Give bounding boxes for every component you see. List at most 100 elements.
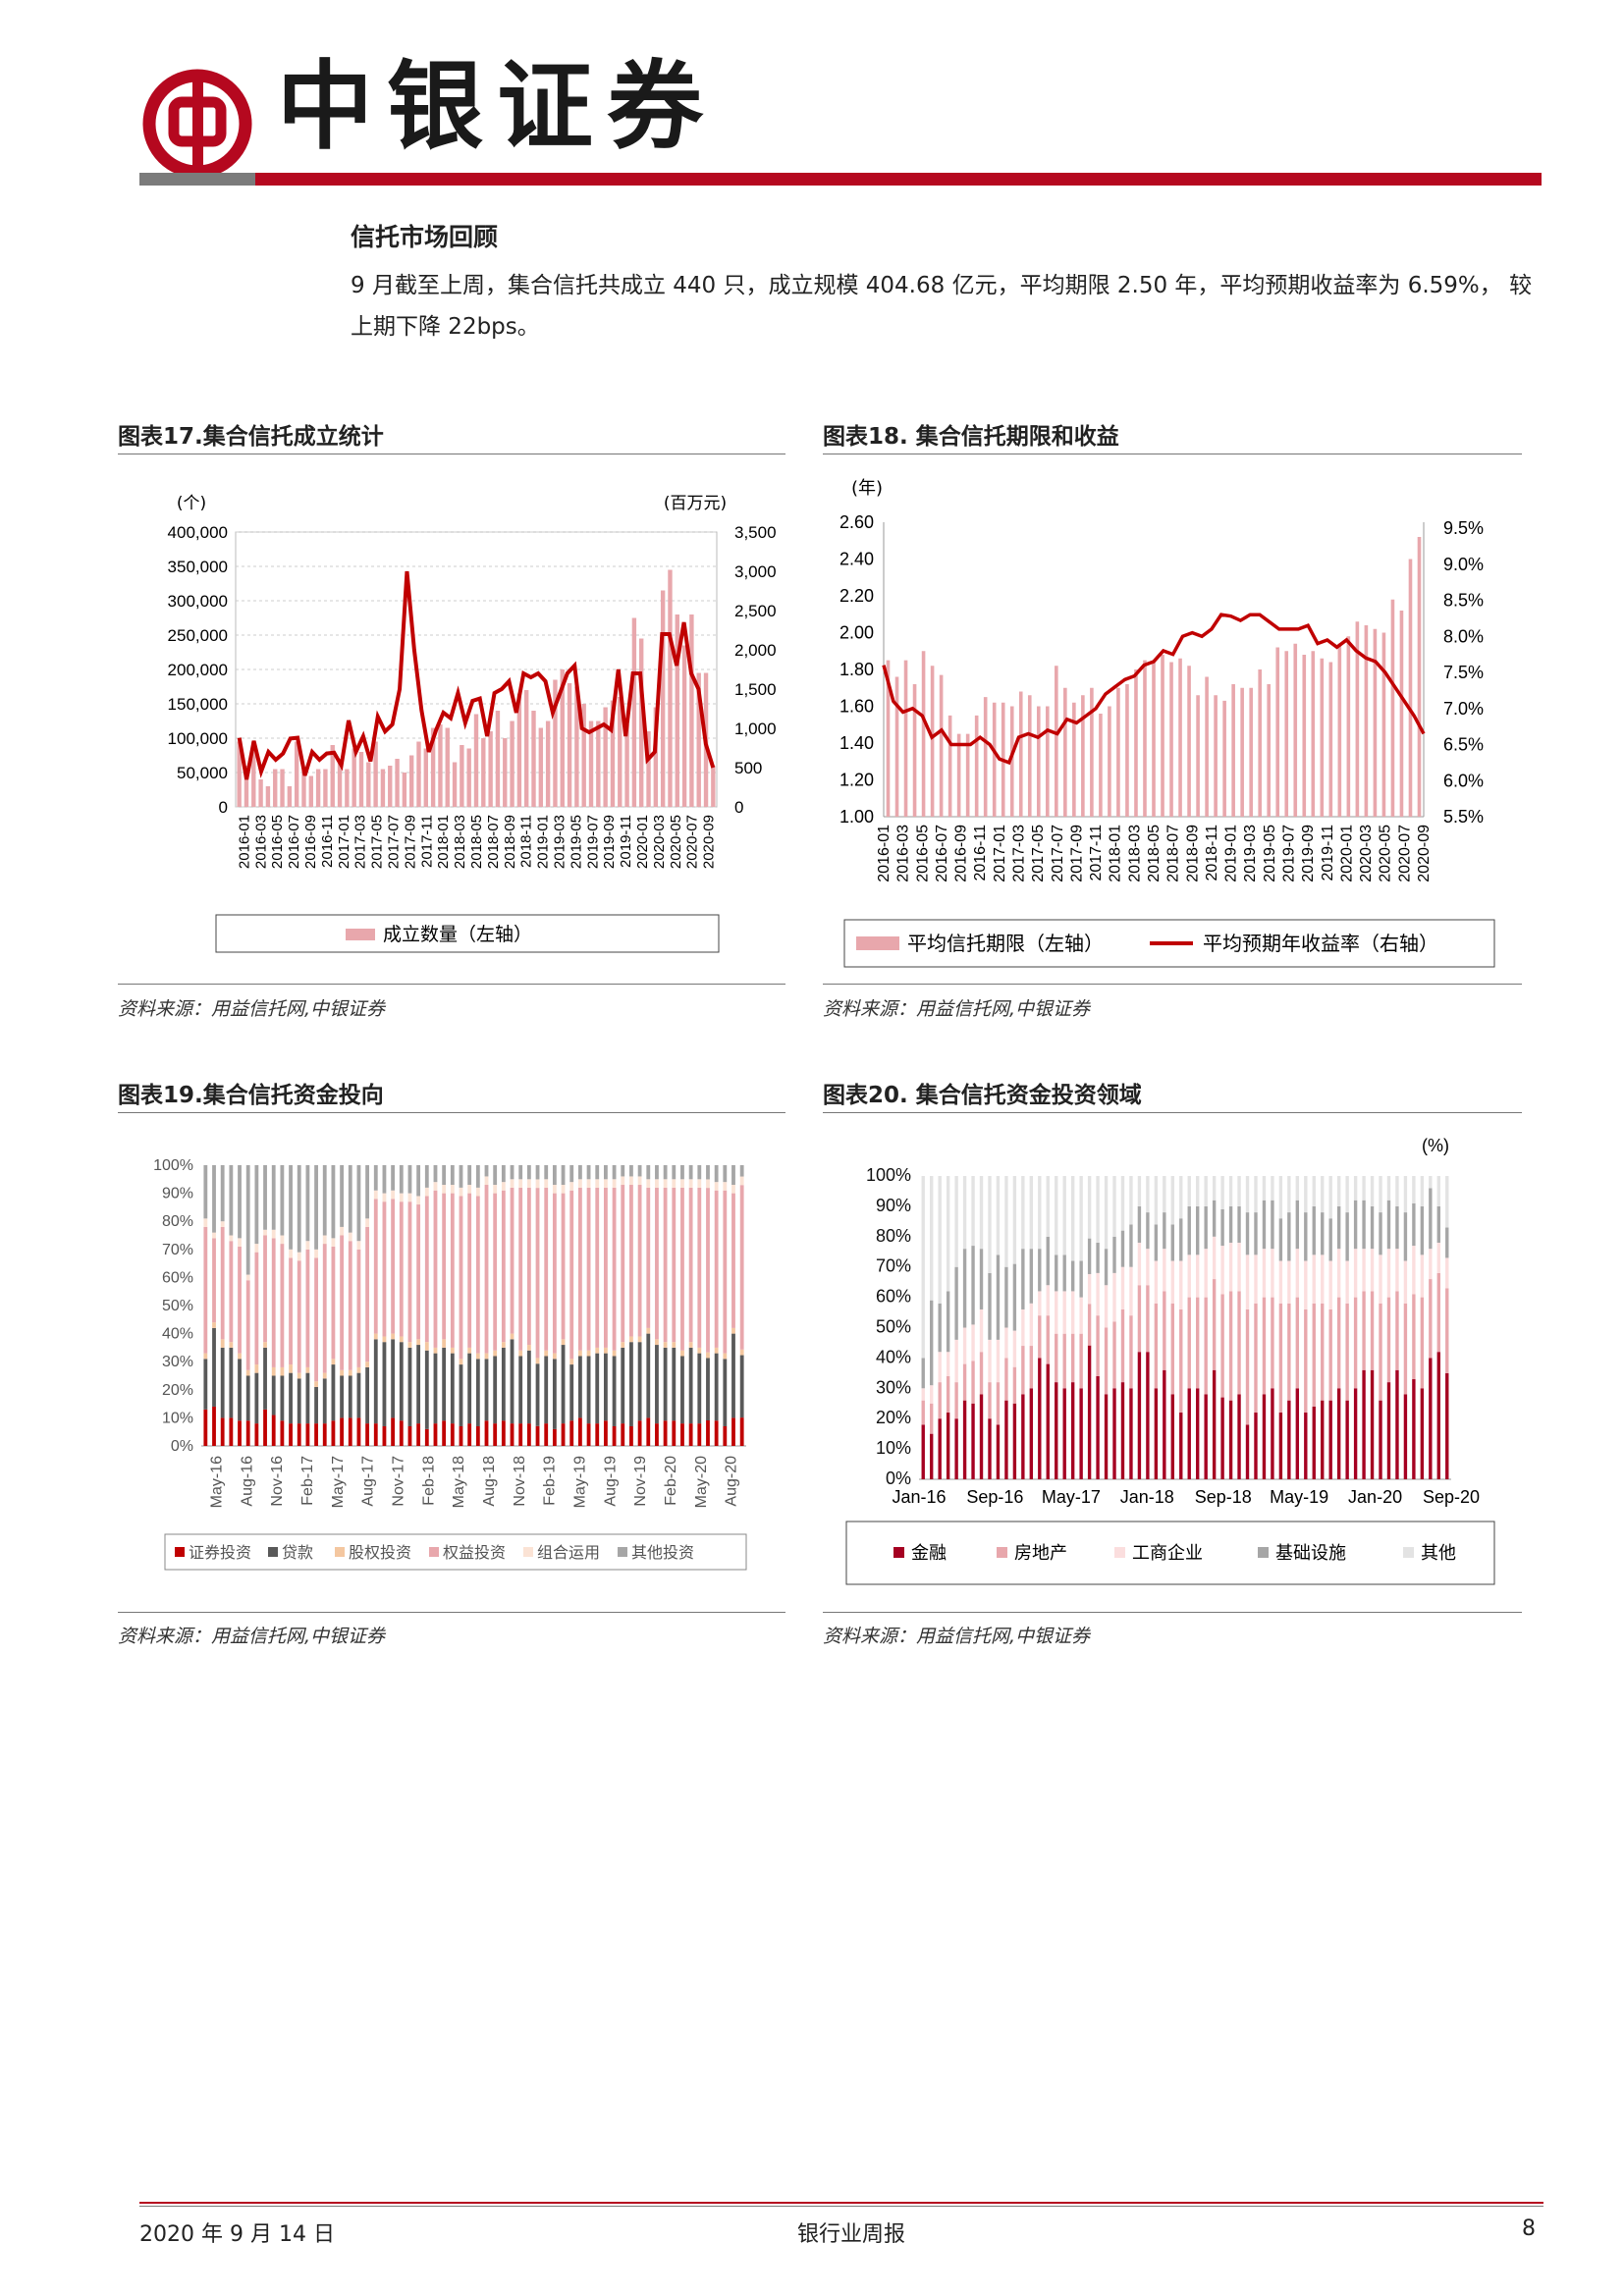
bar-segment [399,1336,404,1343]
bar-segment [271,1366,276,1376]
x-tick-label: 2018-01 [435,815,452,869]
bar-segment [424,1187,429,1197]
bar [574,686,579,807]
bar [1249,687,1253,817]
bar-segment [382,1425,387,1446]
bar-segment [1038,1176,1042,1250]
bar-segment [1262,1297,1267,1395]
left-tick-label: 0 [219,798,228,817]
bar-segment [322,1423,327,1446]
bar-segment [938,1418,942,1479]
bar [445,727,450,807]
right-tick-label: 8.5% [1443,591,1484,611]
bar-segment [305,1241,310,1250]
bar-segment [1271,1249,1274,1298]
bar [646,731,651,807]
bar-segment [1386,1297,1391,1383]
x-tick-label: 2019-05 [1262,825,1278,882]
right-tick-label: 1,500 [734,680,777,699]
bar-segment [416,1196,421,1205]
bar-segment [459,1196,463,1360]
bar-segment [739,1349,744,1356]
bar-segment [586,1179,591,1188]
bar-segment [348,1417,352,1446]
bar-segment [731,1417,735,1446]
bar-segment [1012,1176,1017,1264]
bar-segment [314,1423,318,1446]
bar-segment [467,1423,472,1446]
bar-segment [930,1403,934,1434]
bar-segment [996,1176,1001,1255]
bar-segment [1204,1205,1208,1250]
bar [545,721,551,807]
bar-segment [348,1241,352,1370]
bar-segment [475,1196,480,1354]
bar-segment [1021,1346,1025,1395]
bar-segment [238,1238,242,1247]
bar-segment [706,1188,710,1353]
legend-label: 工商企业 [1132,1543,1203,1564]
x-tick-label: 2016-09 [302,815,319,869]
bar-segment [1046,1363,1050,1479]
bar-segment [297,1372,301,1379]
bar-segment [1046,1236,1050,1286]
bar-segment [1204,1249,1208,1298]
bar-segment [1170,1303,1174,1395]
bar-segment [714,1190,719,1348]
bar-segment [1353,1249,1358,1298]
bar-segment [731,1327,735,1334]
bar-segment [706,1420,710,1446]
bar-segment [391,1333,396,1340]
bar-segment [1096,1242,1100,1273]
bar-segment [1295,1200,1300,1250]
bar-segment [569,1190,574,1360]
bar-segment [501,1190,506,1343]
y-tick-label: 30% [876,1377,911,1397]
bar-segment [938,1303,942,1353]
bar-segment [433,1190,438,1348]
bar-segment [714,1182,719,1191]
bar-segment [526,1179,531,1188]
bar-segment [946,1413,950,1479]
x-tick-label: 2019-11 [618,815,634,868]
bar [653,707,659,807]
bar-segment [1228,1291,1233,1401]
x-tick-label: 2017-07 [1050,825,1066,882]
bar-segment [971,1324,975,1362]
bar-segment [1137,1176,1142,1206]
y-tick-label: 40% [876,1347,911,1366]
bar-segment [1271,1297,1274,1389]
bar-segment [518,1187,523,1351]
bar-segment [1096,1176,1100,1243]
figure-19-chart: 100% 90% 80% 70% 60% 50% 40% 30% 20% 10% 0% May-16 A… [153,1157,747,1571]
figure-20-bottom-rule [823,1612,1522,1613]
x-tick-label: Feb-17 [299,1456,316,1506]
bar-segment [407,1201,412,1343]
x-tick-label: 2020-05 [1378,825,1394,882]
bar [330,745,335,807]
y-tick-label: 70% [876,1256,911,1276]
bar-segment [629,1165,633,1177]
bar-segment [289,1257,293,1365]
bar [886,660,891,817]
bar [265,786,271,807]
bar-segment [475,1187,480,1197]
x-tick-label: May-18 [451,1456,467,1508]
bar-segment [289,1165,293,1250]
bar [618,697,623,807]
bar-segment [714,1165,719,1183]
bar-segment [1137,1352,1142,1479]
bar-segment [962,1176,967,1250]
bar-segment [739,1185,744,1350]
x-tick-label: 2017-11 [418,815,435,868]
legend-box [845,1521,1495,1585]
bar [1178,658,1182,817]
bar-segment [1079,1260,1083,1298]
bar-segment [637,1420,642,1446]
bar-segment [271,1375,276,1415]
bar-segment [655,1423,659,1446]
bar-segment [1220,1208,1224,1247]
bar-segment [1137,1205,1142,1243]
bar-segment [646,1417,651,1446]
bar-segment [305,1165,310,1242]
